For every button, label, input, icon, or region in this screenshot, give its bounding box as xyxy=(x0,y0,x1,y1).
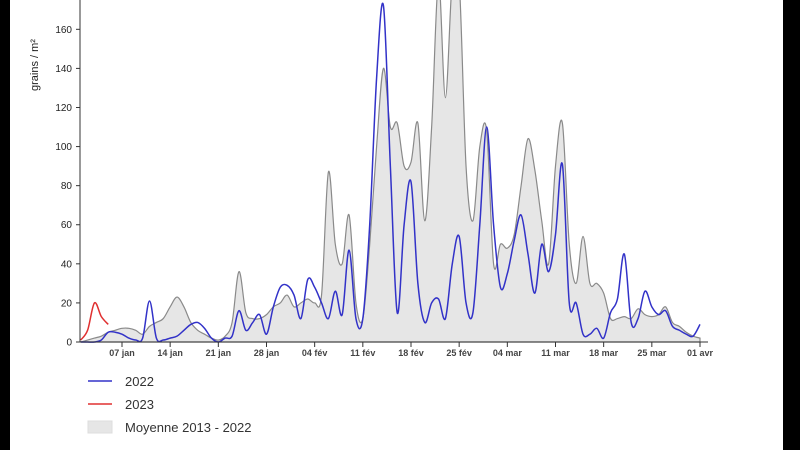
x-tick-label: 04 mar xyxy=(493,348,523,358)
legend-swatch xyxy=(87,420,113,434)
legend-label: 2023 xyxy=(125,397,154,412)
x-tick-label: 01 avr xyxy=(687,348,714,358)
y-tick-label: 80 xyxy=(61,181,73,192)
x-tick-label: 11 mar xyxy=(541,348,570,358)
y-tick-label: 60 xyxy=(61,220,73,231)
plot-area xyxy=(80,0,701,343)
x-tick-label: 25 mar xyxy=(637,348,667,358)
x-tick-label: 25 fév xyxy=(446,348,472,358)
y-tick-label: 0 xyxy=(66,338,72,349)
y-tick-label: 40 xyxy=(61,259,73,270)
x-tick-label: 11 fév xyxy=(350,348,375,358)
x-tick-label: 18 fév xyxy=(398,348,424,358)
x-tick-label: 21 jan xyxy=(206,348,232,358)
line xyxy=(80,301,109,341)
axes: 0 20 40 60 80 100 120 140 160 07 jan 14 jan 21 jan 2… xyxy=(55,0,714,358)
legend: 2022 2023 Moyenne 2013 - 2022 xyxy=(87,374,251,435)
y-tick-label: 100 xyxy=(55,142,72,153)
x-tick-label: 07 jan xyxy=(109,348,135,358)
x-tick-label: 14 jan xyxy=(157,348,183,358)
x-tick-label: 18 mar xyxy=(589,348,619,358)
x-tick-label: 28 jan xyxy=(254,348,280,358)
y-tick-label: 120 xyxy=(55,103,72,114)
line xyxy=(80,2,701,343)
y-tick-label: 20 xyxy=(61,298,73,309)
legend-label: 2022 xyxy=(125,374,154,389)
y-tick-label: 140 xyxy=(55,64,72,75)
legend-label: Moyenne 2013 - 2022 xyxy=(125,420,251,435)
x-tick-label: 04 fév xyxy=(302,348,328,358)
y-tick-label: 160 xyxy=(55,25,72,36)
y-axis-label: grains / m² xyxy=(29,39,41,91)
